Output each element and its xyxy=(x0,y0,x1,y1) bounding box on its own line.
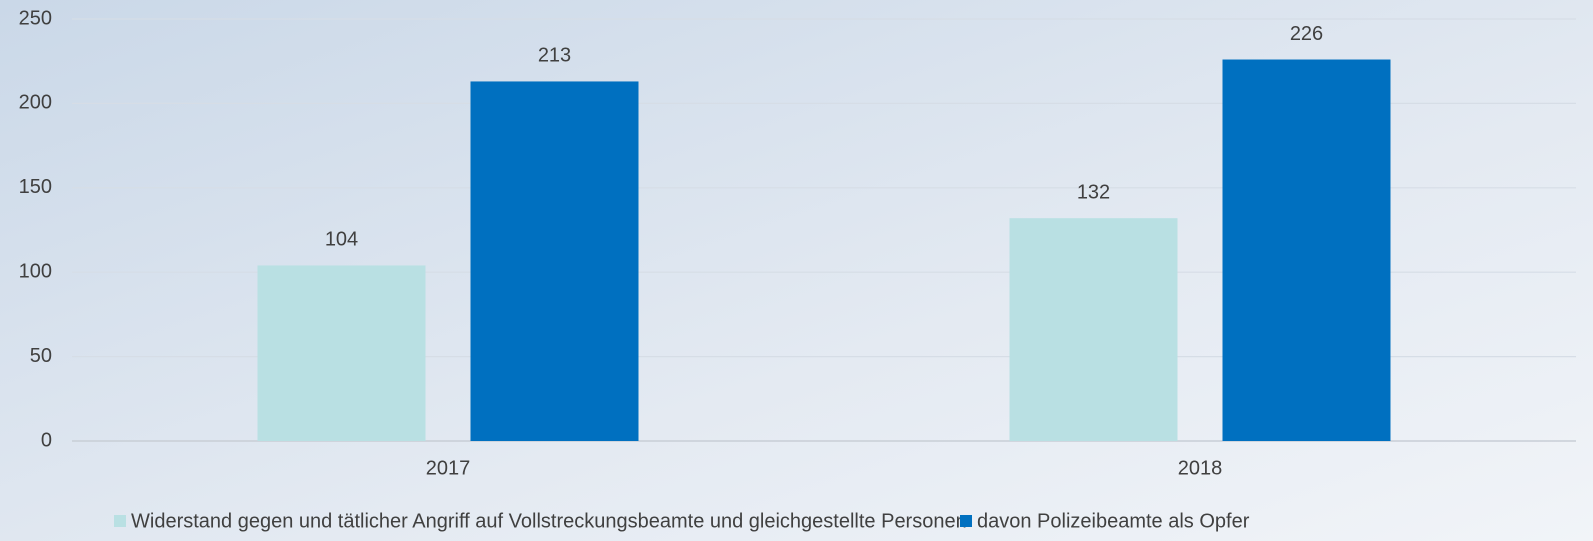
x-tick-label: 2018 xyxy=(1178,457,1223,479)
data-label: 226 xyxy=(1290,23,1323,45)
y-tick-label: 50 xyxy=(30,345,52,367)
y-tick-label: 100 xyxy=(19,260,52,282)
legend-swatch xyxy=(960,515,972,527)
y-tick-label: 200 xyxy=(19,92,52,114)
bar xyxy=(1009,218,1178,441)
y-tick-label: 0 xyxy=(41,429,52,451)
bar xyxy=(257,265,426,441)
data-label: 213 xyxy=(538,45,571,67)
legend-label: Widerstand gegen und tätlicher Angriff a… xyxy=(131,510,967,532)
legend-label: davon Polizeibeamte als Opfer xyxy=(977,510,1250,532)
data-label: 104 xyxy=(325,229,358,251)
bar xyxy=(1222,59,1391,442)
legend-swatch xyxy=(114,515,126,527)
y-tick-label: 150 xyxy=(19,176,52,198)
data-label: 132 xyxy=(1077,181,1110,203)
y-tick-label: 250 xyxy=(19,7,52,29)
bar xyxy=(470,81,639,442)
x-tick-label: 2017 xyxy=(426,457,471,479)
